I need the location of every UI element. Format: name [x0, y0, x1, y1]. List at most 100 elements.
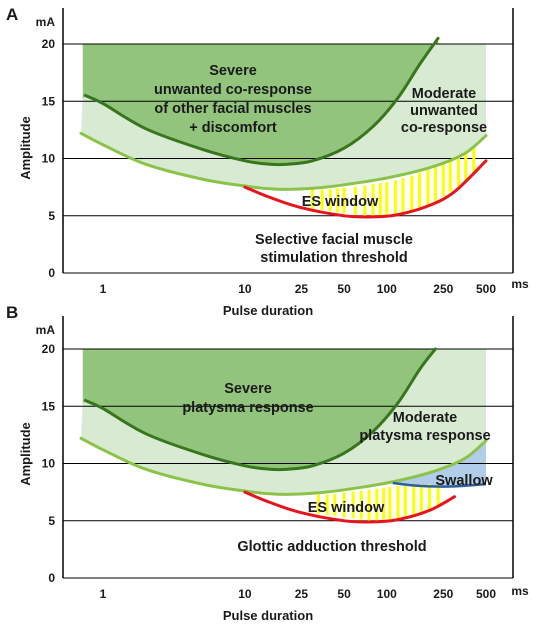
- x-tick-label: 500: [476, 587, 496, 601]
- discomfort-label: + discomfort: [189, 120, 277, 136]
- moderate-threshold-line: [79, 436, 488, 496]
- es-window-bar: [371, 184, 375, 216]
- moderate-region-label: platysma response: [359, 428, 490, 444]
- es-window-bar: [401, 177, 405, 214]
- severe-region-fill: [82, 349, 436, 470]
- moderate-region-label: co-response: [401, 120, 487, 136]
- es-window-bar: [359, 490, 363, 520]
- swallow-region-fill: [392, 440, 486, 487]
- stimulation-threshold-line: [243, 159, 488, 219]
- x-unit-label: ms: [511, 277, 529, 291]
- x-tick-label: 250: [433, 282, 453, 296]
- y-tick-label: 0: [48, 266, 55, 280]
- moderate-region-label: unwanted: [410, 103, 478, 119]
- x-axis-label: Pulse duration: [223, 303, 313, 318]
- x-tick-label: 1: [100, 282, 107, 296]
- es-window-bar: [441, 163, 445, 197]
- threshold-region-label: Glottic adduction threshold: [237, 539, 426, 555]
- es-window-bar: [426, 169, 430, 205]
- es-window-bar: [428, 484, 432, 510]
- es-window-bar: [342, 492, 346, 518]
- panel-letter: A: [6, 5, 18, 24]
- x-tick-label: 100: [377, 587, 397, 601]
- y-tick-label: 10: [42, 457, 56, 471]
- es-window-bar: [320, 189, 324, 211]
- stimulation-threshold-line: [243, 490, 456, 524]
- es-window-bar: [412, 484, 416, 517]
- es-window-bar: [464, 150, 468, 181]
- moderate-region-label: Moderate: [412, 86, 476, 102]
- severe-threshold-line: [83, 347, 437, 472]
- x-tick-label: 50: [337, 587, 351, 601]
- es-window-bar: [419, 484, 423, 513]
- es-window-bar: [388, 486, 392, 521]
- y-axis-label: Amplitude: [18, 116, 33, 180]
- x-tick-label: 1: [100, 587, 107, 601]
- panel-letter: B: [6, 303, 18, 322]
- swallow-threshold-line: [392, 481, 487, 488]
- severe-threshold-line: [83, 36, 440, 167]
- es-window-bar: [403, 484, 407, 519]
- threshold-region-label: stimulation threshold: [260, 250, 407, 266]
- es-window-bar: [336, 188, 340, 213]
- chart-panel-a: 0 5 10 15 20 mA 1 10 25 50 100 250 500 ms Pulse durati…: [6, 5, 529, 318]
- es-window-bar: [418, 172, 422, 208]
- es-window-bar: [472, 145, 476, 174]
- y-unit-label: mA: [36, 323, 56, 337]
- es-window-bar: [378, 183, 382, 216]
- y-tick-label: 20: [42, 37, 56, 51]
- severe-region-label: platysma response: [182, 400, 313, 416]
- y-tick-label: 15: [42, 399, 56, 413]
- es-window-bar: [333, 493, 337, 517]
- threshold-region-label: Selective facial muscle: [255, 232, 413, 248]
- es-window-bar: [367, 489, 371, 521]
- es-window-bar: [456, 155, 460, 186]
- es-window-bar: [448, 159, 452, 192]
- x-tick-label: 10: [238, 282, 252, 296]
- es-window-bar: [351, 491, 355, 519]
- y-tick-label: 0: [48, 571, 55, 585]
- y-tick-label: 5: [48, 514, 55, 528]
- x-tick-label: 25: [295, 587, 309, 601]
- x-axis-label: Pulse duration: [223, 608, 313, 623]
- y-unit-label: mA: [36, 15, 56, 29]
- swallow-label: Swallow: [435, 473, 493, 489]
- es-window-bar: [325, 494, 329, 516]
- es-window-bar: [436, 484, 440, 506]
- y-tick-label: 10: [42, 152, 56, 166]
- es-window-bar: [410, 175, 414, 212]
- severe-region-label: unwanted co-response: [154, 82, 312, 98]
- es-window-bar: [433, 166, 437, 201]
- es-window-bar: [375, 488, 379, 521]
- es-window-bar: [328, 188, 332, 212]
- es-window-bar: [382, 488, 386, 521]
- severe-region-label: of other facial muscles: [154, 101, 311, 117]
- y-tick-label: 20: [42, 342, 56, 356]
- x-tick-label: 10: [238, 587, 252, 601]
- moderate-threshold-line: [79, 131, 488, 191]
- y-tick-label: 5: [48, 209, 55, 223]
- x-tick-label: 100: [377, 282, 397, 296]
- es-window-bar: [385, 181, 389, 216]
- y-tick-label: 15: [42, 94, 56, 108]
- x-tick-label: 500: [476, 282, 496, 296]
- es-window-bar: [353, 186, 357, 215]
- es-window-label: ES window: [302, 194, 379, 210]
- x-tick-label: 25: [295, 282, 309, 296]
- severe-region-label: Severe: [209, 63, 257, 79]
- x-tick-label: 50: [337, 282, 351, 296]
- es-window-bar: [393, 180, 397, 215]
- x-unit-label: ms: [511, 584, 529, 598]
- es-window-label: ES window: [308, 500, 385, 516]
- chart-panel-b: 0 5 10 15 20 mA 1 10 25 50 100 250 500 ms Pulse durati…: [6, 303, 529, 623]
- severe-region-label: Severe: [224, 381, 272, 397]
- x-tick-label: 250: [433, 587, 453, 601]
- es-window-bar: [342, 187, 346, 214]
- moderate-region-label: Moderate: [393, 410, 457, 426]
- y-axis-label: Amplitude: [18, 422, 33, 486]
- es-window-bar: [316, 494, 320, 514]
- es-window-bar: [311, 189, 315, 209]
- es-window-bar: [363, 185, 367, 216]
- es-window-bar: [396, 485, 400, 520]
